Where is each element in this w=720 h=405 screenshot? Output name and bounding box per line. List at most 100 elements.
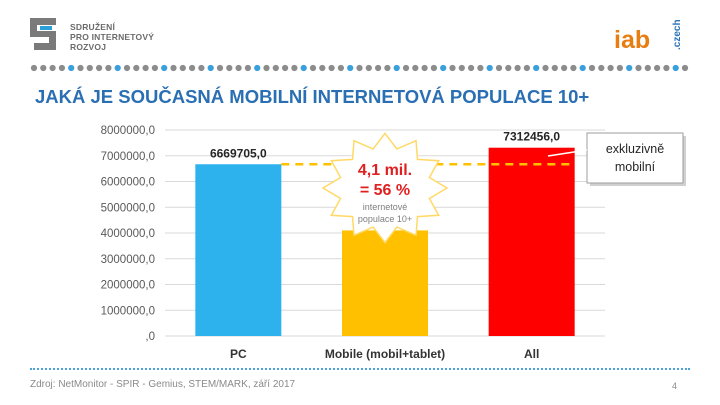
org-line-3: ROZVOJ (70, 42, 107, 52)
separator-dot (337, 64, 344, 72)
x-category-label: All (524, 347, 539, 361)
iab-logo: iab .czech (614, 19, 694, 60)
slide-title: JAKÁ JE SOUČASNÁ MOBILNÍ INTERNETOVÁ POP… (35, 86, 590, 107)
y-tick-label: 8000000,0 (101, 125, 155, 137)
separator-dot (495, 64, 503, 72)
separator-dot (672, 64, 679, 72)
separator-dot (189, 64, 196, 72)
starburst-callout (321, 132, 449, 244)
x-category-label: PC (230, 347, 247, 361)
separator-dot (254, 64, 261, 72)
separator-dot (551, 64, 558, 72)
spir-logo-text: SDRUŽENÍ PRO INTERNETOVÝ ROZVOJ (70, 22, 154, 52)
y-tick-label: 3000000,0 (101, 254, 155, 266)
bar-data-label: 6669705,0 (210, 146, 267, 160)
separator-dot (58, 64, 65, 72)
separator-dot (402, 64, 410, 72)
separator-dot (542, 64, 549, 72)
iab-logo-main: iab (614, 26, 651, 54)
separator-dot (626, 64, 633, 72)
spir-logo-mark (30, 18, 56, 50)
separator-dot (133, 64, 140, 72)
separator-dot (616, 64, 624, 72)
bar (488, 147, 575, 336)
separator-dot (393, 64, 400, 72)
separator-dot (365, 64, 372, 72)
y-tick-label: 5000000,0 (101, 202, 155, 214)
separator-dot (161, 64, 168, 72)
separator-dot (570, 64, 577, 72)
separator-dot (319, 64, 326, 72)
separator-dot (644, 64, 651, 72)
separator-dot (458, 64, 465, 72)
separator-dot (123, 64, 131, 72)
separator-dot (430, 64, 437, 72)
bar (342, 230, 428, 336)
page-number: 4 (672, 381, 678, 391)
separator-dot (40, 64, 47, 72)
separator-dot (151, 64, 158, 72)
separator-dot (68, 64, 75, 72)
separator-dot (226, 64, 233, 72)
separator-dot (198, 64, 205, 72)
separator-dot (561, 64, 568, 72)
callout-value: 4,1 mil. (358, 162, 412, 179)
bar-data-label: 7312456,0 (503, 130, 560, 144)
callout-caption-2: populace 10+ (358, 214, 412, 224)
separator-dot (505, 64, 512, 72)
separator-dot (300, 64, 307, 72)
org-line-1: SDRUŽENÍ (70, 22, 116, 32)
source-note: Zdroj: NetMonitor - SPIR - Gemius, STEM/… (30, 379, 296, 390)
callout-percent: = 56 % (360, 182, 410, 199)
separator-dot (533, 64, 540, 72)
separator-dot (635, 64, 642, 72)
separator-dot (179, 64, 186, 72)
separator-dot (654, 64, 661, 72)
separator-dot (588, 64, 596, 72)
y-tick-label: 1000000,0 (101, 305, 155, 317)
note-box (586, 132, 684, 184)
note-line-2: mobilní (615, 160, 656, 174)
spir-logo: SDRUŽENÍ PRO INTERNETOVÝ ROZVOJ (30, 18, 190, 58)
bar (195, 164, 282, 336)
separator-dot (49, 64, 56, 72)
separator-dot (514, 64, 521, 72)
separator-dot (663, 64, 670, 72)
separator-dot (235, 64, 242, 72)
note-line-1: exkluzivně (606, 142, 664, 156)
separator-dot (216, 64, 224, 72)
note-pointer (547, 149, 588, 157)
dotted-separator (30, 64, 689, 72)
separator-dot (291, 64, 298, 72)
separator-dot (328, 64, 335, 72)
separator-dot (375, 64, 382, 72)
separator-dot (207, 64, 214, 72)
separator-dot (347, 64, 354, 72)
separator-dot (356, 64, 363, 72)
separator-dot (523, 64, 530, 72)
separator-dot (421, 64, 428, 72)
separator-dot (96, 64, 103, 72)
y-tick-label: 2000000,0 (101, 280, 155, 292)
separator-dot (477, 64, 484, 72)
separator-dot (263, 64, 270, 72)
separator-dot (607, 64, 614, 72)
separator-dot (681, 64, 689, 72)
separator-dot (282, 64, 289, 72)
separator-dot (412, 64, 419, 72)
separator-dot (170, 64, 177, 72)
y-tick-label: ,0 (145, 331, 155, 343)
separator-dot (30, 64, 38, 72)
separator-dot (272, 64, 279, 72)
separator-dot (598, 64, 605, 72)
y-tick-label: 7000000,0 (101, 151, 155, 163)
separator-dot (309, 64, 317, 72)
org-line-2: PRO INTERNETOVÝ (70, 32, 155, 42)
callout-caption-1: internetové (363, 202, 408, 212)
separator-dot (440, 64, 447, 72)
y-tick-label: 4000000,0 (101, 228, 155, 240)
y-tick-label: 6000000,0 (101, 177, 155, 189)
x-category-label: Mobile (mobil+tablet) (325, 347, 445, 361)
separator-dot (142, 64, 149, 72)
